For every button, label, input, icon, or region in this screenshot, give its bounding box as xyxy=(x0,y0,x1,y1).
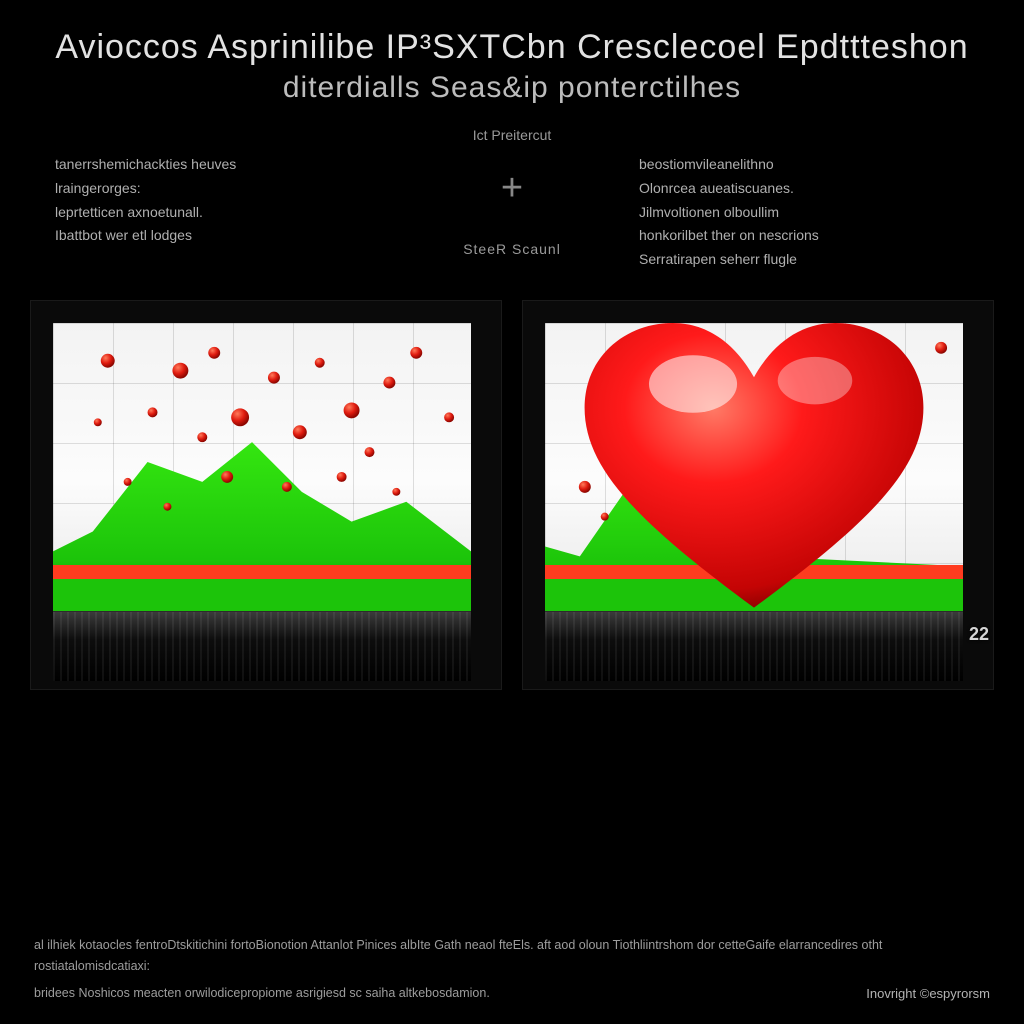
scatter-dot xyxy=(101,354,115,368)
scatter-dot xyxy=(124,478,132,486)
scatter-dot xyxy=(163,503,171,511)
plus-icon: + xyxy=(463,169,561,207)
footer-credit: Inovright ©espyrorsm xyxy=(866,983,990,1004)
right-line: Jilmvoltionen olboullim xyxy=(639,201,969,225)
chart-right: 22 xyxy=(522,300,994,690)
scatter-dot xyxy=(392,488,400,496)
scatter-dot xyxy=(282,482,292,492)
footer-paragraph-1: al ilhiek kotaocles fentroDtskitichini f… xyxy=(34,935,990,976)
scatter-dot xyxy=(444,412,454,422)
right-line: beostiomvileanelithno xyxy=(639,153,969,177)
chart-left-plot xyxy=(53,323,471,611)
chart-base-strata xyxy=(53,565,471,611)
chart-right-plot xyxy=(545,323,963,611)
chart-left xyxy=(30,300,502,690)
scatter-dot xyxy=(315,358,325,368)
right-line: honkorilbet ther on nescrions xyxy=(639,224,969,248)
header-sublabel: Ict Preitercut xyxy=(40,127,984,143)
scatter-dot xyxy=(94,418,102,426)
scatter-dot xyxy=(344,402,360,418)
scatter-dot xyxy=(221,471,233,483)
left-line: tanerrshemichackties heuves xyxy=(55,153,385,177)
chart-underframe xyxy=(53,611,471,681)
header: Avioccos Asprinilibe IP³SXTCbn Crescleco… xyxy=(0,0,1024,143)
scatter-dot xyxy=(148,407,158,417)
title-line-1: Avioccos Asprinilibe IP³SXTCbn Crescleco… xyxy=(40,28,984,67)
scatter-dot xyxy=(383,377,395,389)
chart-row: 22 xyxy=(0,272,1024,690)
left-line: lraingerorges: xyxy=(55,177,385,201)
chart-underframe xyxy=(545,611,963,681)
scatter-dot xyxy=(268,372,280,384)
scatter-dot xyxy=(365,447,375,457)
plus-label: SteeR Scaunl xyxy=(463,241,561,257)
title-line-2: diterdialls Seas&ip ponterctilhes xyxy=(40,71,984,105)
intro-columns: tanerrshemichackties heuves lraingerorge… xyxy=(0,143,1024,272)
right-line: Serratirapen seherr flugle xyxy=(639,248,969,272)
scatter-dot xyxy=(231,408,249,426)
center-plus: + SteeR Scaunl xyxy=(463,169,561,257)
footer: al ilhiek kotaocles fentroDtskitichini f… xyxy=(0,921,1024,1024)
scatter-dot xyxy=(337,472,347,482)
heart-icon xyxy=(545,323,963,611)
scatter-dot xyxy=(293,425,307,439)
axis-tick-label: 22 xyxy=(969,624,989,645)
scatter-dot xyxy=(197,432,207,442)
scatter-dot xyxy=(208,347,220,359)
left-line: Ibattbot wer etl lodges xyxy=(55,224,385,248)
scatter-dot xyxy=(410,347,422,359)
left-line: leprtetticen axnoetunall. xyxy=(55,201,385,225)
footer-paragraph-2: bridees Noshicos meacten orwilodicepropi… xyxy=(34,983,826,1004)
scatter-dot xyxy=(172,363,188,379)
left-column: tanerrshemichackties heuves lraingerorge… xyxy=(55,153,385,248)
right-column: beostiomvileanelithno Olonrcea aueatiscu… xyxy=(639,153,969,272)
right-line: Olonrcea aueatiscuanes. xyxy=(639,177,969,201)
